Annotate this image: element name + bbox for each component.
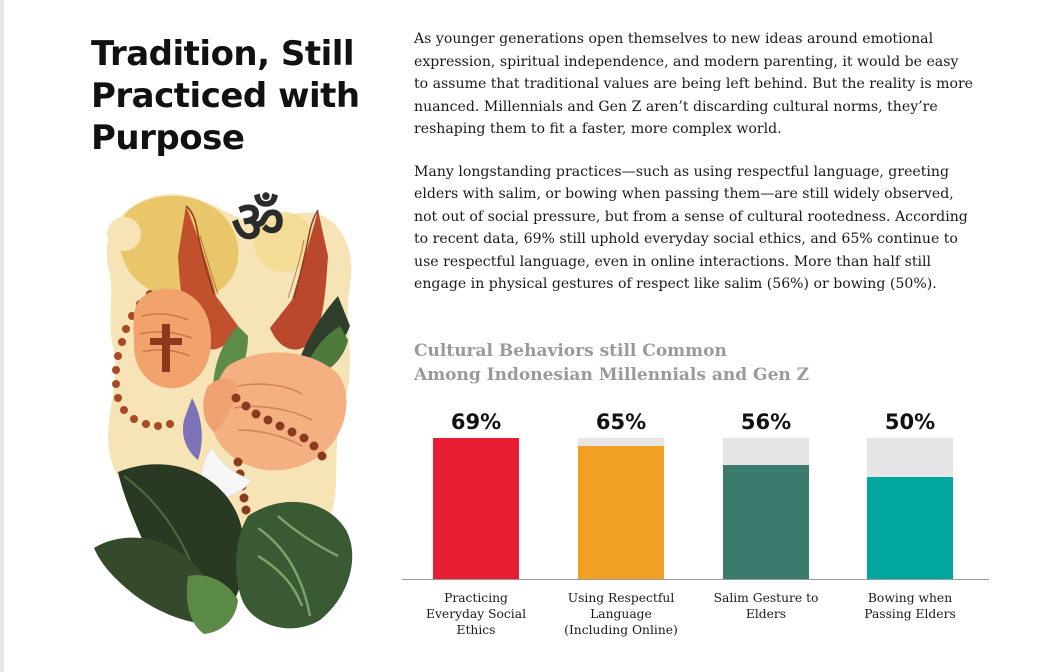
praying-hands-icon (178, 205, 328, 350)
cultural-practices-illustration: ॐ (94, 188, 353, 634)
title-line-2: Practiced with (91, 76, 360, 116)
page-title: Tradition, Still Practiced with Purpose (91, 33, 381, 159)
bar-track (433, 438, 519, 579)
bar (867, 477, 953, 579)
page-edge (0, 0, 4, 672)
bar (723, 465, 809, 579)
bar-track (723, 438, 809, 579)
bar (578, 446, 664, 579)
bar-value-label: 56% (740, 410, 792, 434)
bar-value-label: 69% (450, 410, 502, 434)
bar-category-label: Practicing Everyday Social Ethics (426, 591, 526, 637)
chart-title-line-2: Among Indonesian Millennials and Gen Z (414, 365, 810, 385)
bar-track (867, 438, 953, 579)
title-line-1: Tradition, Still (91, 34, 355, 74)
bar-value-label: 50% (884, 410, 936, 434)
open-palms-icon (203, 352, 347, 471)
chart-baseline (402, 579, 989, 580)
bar-value-label: 65% (595, 410, 647, 434)
title-line-3: Purpose (91, 118, 245, 158)
bar-track (578, 438, 664, 579)
bar (433, 438, 519, 579)
om-symbol-icon: ॐ (232, 188, 285, 256)
hand-with-cross-icon (133, 288, 212, 389)
chart-title-line-1: Cultural Behaviors still Common (414, 341, 727, 361)
body-paragraph-2: Many longstanding practices—such as usin… (414, 163, 968, 293)
bar-category-label: Bowing when Passing Elders (864, 591, 956, 621)
bar-category-label: Salim Gesture to Elders (713, 591, 819, 621)
monstera-leaf-icon (94, 464, 353, 634)
article-body: As younger generations open themselves t… (414, 28, 974, 316)
bar-category-label: Using Respectful Language (Including Onlin… (564, 591, 678, 637)
chart-title: Cultural Behaviors still Common Among In… (414, 339, 834, 387)
body-paragraph-1: As younger generations open themselves t… (414, 31, 974, 137)
